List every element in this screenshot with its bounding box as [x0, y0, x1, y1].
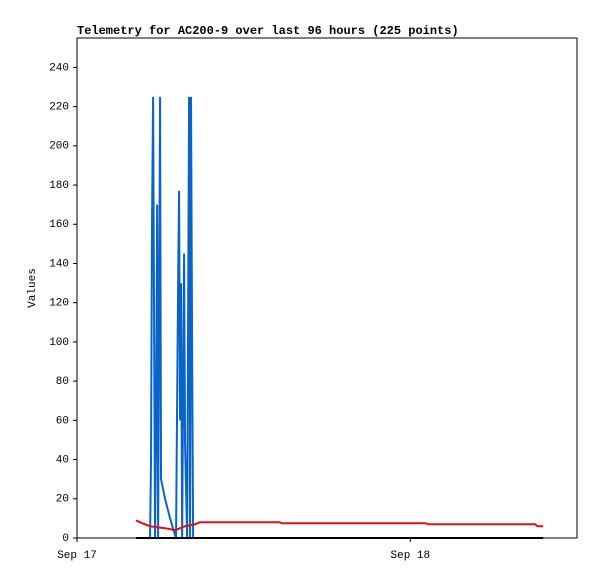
- y-tick-label: 20: [56, 494, 69, 506]
- y-tick-label: 140: [49, 258, 69, 270]
- series-line: [149, 96, 195, 539]
- series-line: [135, 519, 544, 532]
- y-tick-label: 200: [49, 141, 69, 153]
- y-tick-label: 160: [49, 219, 69, 231]
- chart-title: Telemetry for AC200-9 over last 96 hours…: [77, 24, 459, 38]
- y-tick-label: 220: [49, 102, 69, 114]
- y-tick-label: 40: [56, 454, 69, 466]
- y-tick-label: 0: [62, 533, 69, 545]
- y-tick-label: 240: [49, 62, 69, 74]
- y-tick-label: 100: [49, 337, 69, 349]
- y-tick-label: 180: [49, 180, 69, 192]
- x-tick-label: Sep 17: [57, 550, 97, 562]
- y-tick-label: 80: [56, 376, 69, 388]
- x-tick-label: Sep 18: [391, 550, 431, 562]
- y-tick-label: 60: [56, 415, 69, 427]
- y-tick-label: 120: [49, 298, 69, 310]
- y-axis-label: Values: [27, 268, 39, 308]
